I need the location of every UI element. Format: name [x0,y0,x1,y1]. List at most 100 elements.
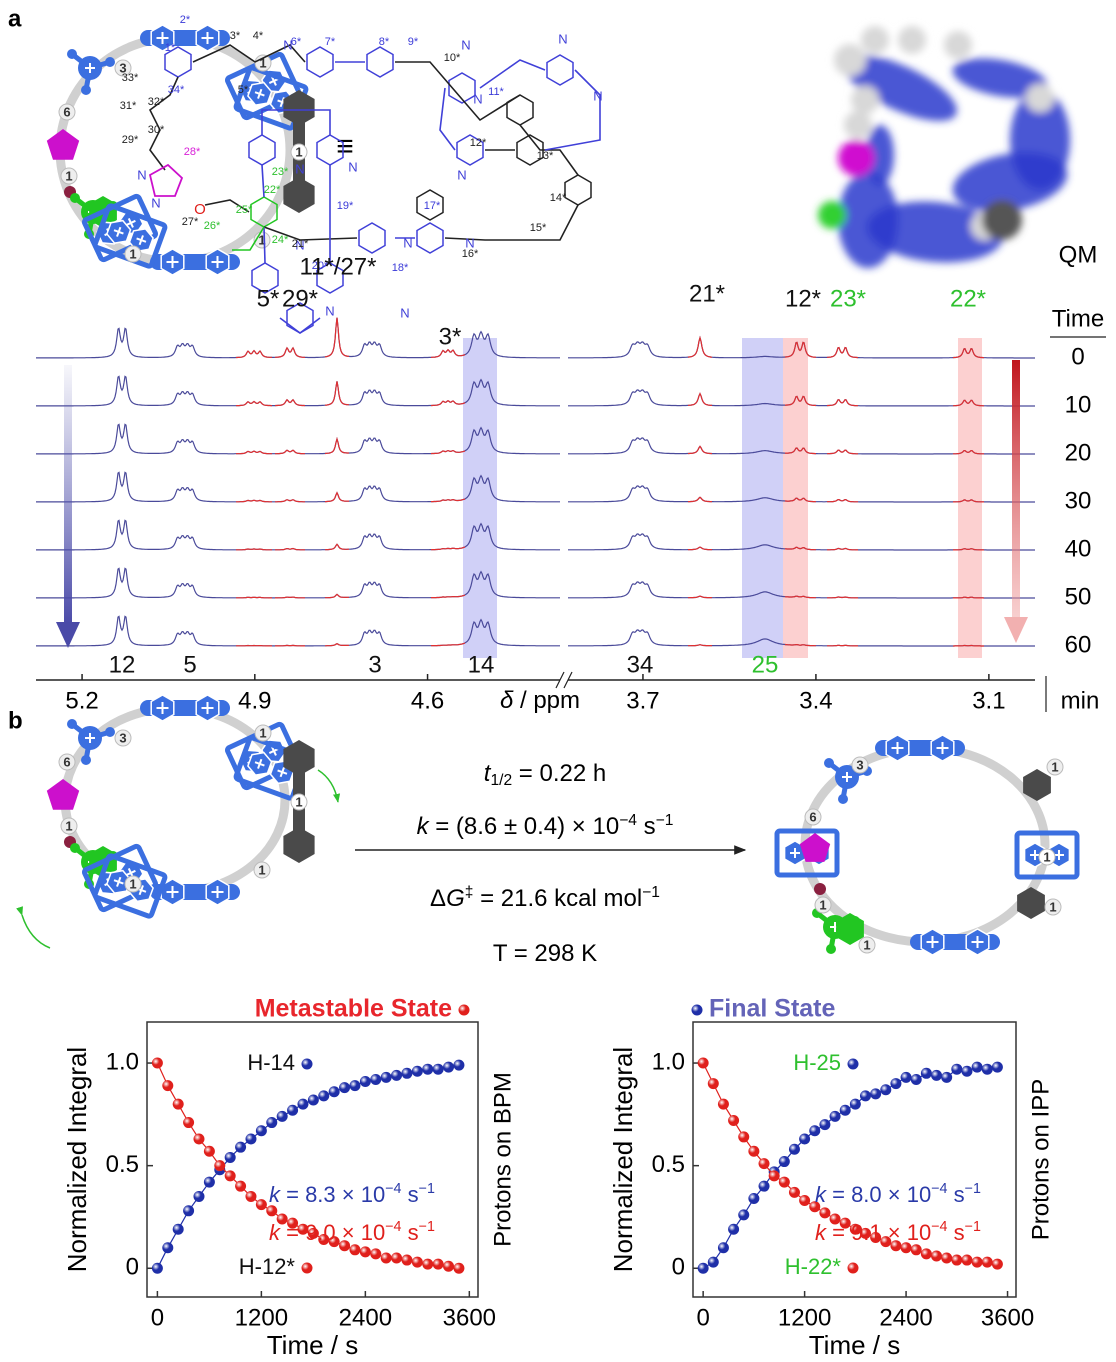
atom-number: 18* [392,262,409,274]
atom-number: 2* [180,14,191,26]
label-bead [114,59,132,77]
hexagon [416,222,444,254]
text-part: −4 [385,1219,401,1235]
atom-label: N [137,167,146,182]
hexagon [316,262,344,294]
data-point [370,1248,382,1260]
label-bead [60,167,78,185]
atom-label: N [461,37,470,52]
spectrum-decaying [430,449,466,455]
spectrum-decaying [236,450,272,455]
bond [204,199,250,213]
data-point [214,1160,226,1172]
data-point [890,1078,902,1090]
text-part: −4 [619,812,637,829]
x-tick-label: 1200 [235,1304,288,1331]
data-point [778,1176,790,1188]
tripod-ball [81,85,91,95]
label-bead [60,817,78,835]
tripod-ball [105,57,115,67]
data-point [829,1110,841,1122]
atom-label: N [295,237,304,252]
data-point [971,1256,983,1268]
spectrum-decaying [688,546,712,551]
spectrum-decaying [431,546,466,551]
data-point [931,1069,943,1081]
tripod-ball [70,843,80,853]
atom-label: O [194,201,206,218]
y2-axis-title: Protons on BPM [489,1072,516,1247]
atom-number: 3* [230,30,241,42]
legend-marker [691,1004,703,1016]
text-part: −4 [931,1181,947,1197]
data-point [297,1223,309,1235]
data-point [193,1190,205,1202]
text-part: s [402,1220,419,1245]
data-point [266,1117,278,1129]
atom-number: 20* [312,260,329,272]
cyclophane-frame [92,203,168,269]
highlight-band [463,338,497,658]
data-point [255,1199,267,1211]
atom-label: N [348,159,357,174]
qm-blob [866,125,894,185]
condition: k = (8.6 ± 0.4) × 10−4 s−1 [417,812,674,840]
data-point [266,1205,278,1217]
data-point [849,1223,861,1235]
text-part: k [269,1220,281,1245]
label-bead [114,729,132,747]
triazole [148,163,184,197]
spectrum-decaying [688,644,712,647]
spectrum-decaying [827,449,858,455]
data-point [880,1084,892,1096]
text-part: δ [500,687,514,714]
qm-atom [898,26,926,54]
data-point [839,1104,851,1116]
data-point [799,1195,811,1207]
y2-axis-title: Protons on IPP [1027,1079,1054,1240]
data-point [328,1236,340,1248]
data-point [453,1059,465,1071]
data-point [224,1151,236,1163]
qm-blob [952,152,1068,212]
signal-label: 14 [468,651,495,678]
hexagon [564,174,592,206]
text-part: −1 [965,1181,981,1197]
stopper [46,129,80,160]
atom-number: 22* [264,184,281,196]
series-label: H-12* [239,1254,296,1279]
legend-marker [301,1262,313,1274]
signal-label: 12 [109,651,136,678]
atom-number: 23* [272,166,289,178]
spectrum-decaying [827,498,858,503]
atom-number: 14* [550,192,567,204]
spectrum-decaying [953,499,984,503]
hexagon [248,134,276,166]
text-part: s [948,1220,965,1245]
data-point [961,1065,973,1077]
y-axis-title: Normalized Integral [608,1047,638,1272]
atom-number: 31* [120,100,137,112]
data-point [391,1252,403,1264]
atom-number: 11* [488,86,504,98]
spectrum-decaying [785,447,816,455]
spectrum-decaying [952,399,984,407]
data-point [307,1094,319,1106]
data-point [453,1262,465,1274]
spectrum-decaying [688,445,713,455]
stopper [46,779,80,810]
data-point [748,1145,760,1157]
plus-mark [279,97,285,108]
spectrum-decaying [275,644,305,647]
hexagon [366,46,394,78]
data-point [758,1180,770,1192]
peak-label: 5* [257,285,280,312]
data-point [443,1061,455,1073]
annotation: k = 9.0 × 10−4 s−1 [269,1219,435,1244]
data-point [235,1141,247,1153]
atom-label: N [283,37,292,52]
x-axis-title: Time / s [809,1330,900,1360]
time-header: Time [1052,305,1104,332]
cartoon-label: 3 [119,730,126,745]
y-tick-label: 0.5 [652,1151,685,1178]
